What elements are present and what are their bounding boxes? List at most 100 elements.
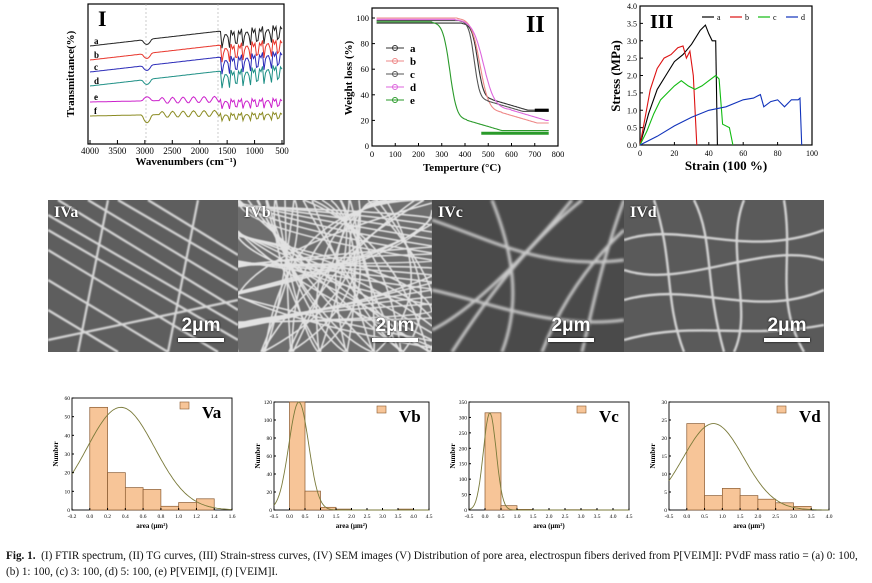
hist-ytick-label: 30 xyxy=(662,400,668,406)
sem-b-fiber xyxy=(262,200,361,352)
stress-curve-a xyxy=(639,24,718,146)
ftir-xtick-label: 2000 xyxy=(191,146,210,156)
ftir-curve-d xyxy=(89,64,283,89)
sem-image-d: IVd 2μm xyxy=(624,200,824,352)
hist-xtick-label: 2.5 xyxy=(562,514,569,520)
sem-label-a: IVa xyxy=(54,204,79,221)
stress-legend-label-a: a xyxy=(717,13,721,22)
hist-xtick-label: 1.0 xyxy=(719,514,726,520)
stress-curve-d xyxy=(639,93,803,146)
tg-curve-b xyxy=(376,17,549,124)
tg-legend-label-d: d xyxy=(410,82,416,94)
hist-ytick-label: 100 xyxy=(459,477,468,483)
hist-bar xyxy=(757,498,777,511)
sem-b-fiber xyxy=(238,216,432,294)
ftir-xtick-label: 500 xyxy=(275,146,289,156)
hist-xtick-label: 1.4 xyxy=(211,514,218,520)
sem-b-fiber xyxy=(238,275,432,329)
stress-xtick-label: 40 xyxy=(705,149,713,158)
tg-legend-label-b: b xyxy=(410,56,416,68)
hist-bar xyxy=(500,505,518,511)
hist-bar xyxy=(686,423,705,511)
hist-xtick-label: -0.5 xyxy=(270,514,279,520)
hist-ytick-label: 50 xyxy=(65,415,71,421)
hist-xtick-label: 3.5 xyxy=(395,514,402,520)
sem-label-d: IVd xyxy=(630,204,657,221)
hist-ytick-label: 0 xyxy=(464,508,467,514)
hist-fit-curve xyxy=(668,423,829,511)
hist-legend-swatch xyxy=(576,405,587,414)
hist-xtick-label: 4.0 xyxy=(826,514,833,520)
hist-bar xyxy=(289,401,306,511)
ftir-xtick-label: 1500 xyxy=(218,146,237,156)
hist-xtick-label: 0.0 xyxy=(286,514,293,520)
stress-ytick-label: 4.0 xyxy=(627,2,637,11)
ftir-curve-b xyxy=(89,38,283,63)
tg-curve-d xyxy=(376,18,549,121)
stress-ytick-label: 0.0 xyxy=(627,141,637,150)
hist-ytick-label: 25 xyxy=(662,418,668,424)
sem-b-fiber xyxy=(348,200,388,352)
sem-image-b: IVb 2μm xyxy=(238,200,432,352)
tg-ylabel: Weight loss (%) xyxy=(343,40,355,115)
hist-xtick-label: 1.5 xyxy=(737,514,744,520)
hist-xtick-label: 4.0 xyxy=(610,514,617,520)
tg-xtick-label: 300 xyxy=(435,149,448,159)
stress-legend-label-d: d xyxy=(801,13,805,22)
tg-legend-marker-c xyxy=(392,71,398,77)
hist-ytick-label: 60 xyxy=(267,454,273,460)
ftir-curve-label-e: e xyxy=(94,92,98,102)
stress-legend-label-c: c xyxy=(773,13,777,22)
ftir-xtick-label: 3000 xyxy=(136,146,155,156)
stress-xtick-label: 100 xyxy=(806,149,818,158)
sem-b-fiber xyxy=(238,296,432,342)
tg-xtick-label: 200 xyxy=(412,149,425,159)
sem-b-fiber xyxy=(330,200,356,352)
hist-xtick-label: 1.0 xyxy=(317,514,324,520)
hist-ytick-label: 15 xyxy=(662,454,668,460)
sem-b-fiber xyxy=(238,209,432,295)
sem-b-fiber xyxy=(316,200,361,352)
sem-fibers-a xyxy=(48,200,238,352)
hist-xtick-label: -0.2 xyxy=(68,514,77,520)
hist-title: Vb xyxy=(399,407,421,426)
hist-xtick-label: 3.5 xyxy=(594,514,601,520)
hist-xtick-label: 3.0 xyxy=(379,514,386,520)
hist-ytick-label: 0 xyxy=(67,508,70,514)
sem-label-b: IVb xyxy=(244,204,271,221)
sem-fibers-b xyxy=(238,200,432,352)
tg-legend-marker-b xyxy=(392,58,398,64)
sem-b-fiber xyxy=(238,232,432,334)
ftir-xtick-label: 2500 xyxy=(163,146,182,156)
hist-xlabel: area (μm²) xyxy=(336,522,368,530)
hist-ylabel: Number xyxy=(254,444,262,469)
ftir-curve-e xyxy=(90,95,283,110)
tg-xtick-label: 700 xyxy=(528,149,541,159)
stress-ytick-label: 2.0 xyxy=(627,72,637,81)
ftir-curve-label-d: d xyxy=(94,76,99,86)
sem-b-fiber xyxy=(260,200,299,352)
stress-chart: III Stress (MPa) Strain (100 %) 0 20 40 60 8… xyxy=(608,2,818,173)
scale-text-b: 2μm xyxy=(375,315,415,336)
sem-b-fiber xyxy=(261,200,425,352)
hist-fit-curve xyxy=(71,406,232,510)
tg-xtick-label: 100 xyxy=(389,149,402,159)
ftir-xtick-label: 1000 xyxy=(246,146,264,156)
hist-ytick-label: 120 xyxy=(264,400,273,406)
hist-ytick-label: 20 xyxy=(65,471,71,477)
hist-ytick-label: 0 xyxy=(664,508,667,514)
tg-xtick-label: 400 xyxy=(459,149,472,159)
hist-bar xyxy=(178,502,197,511)
tg-ytick-label: 80 xyxy=(361,39,370,49)
ftir-xlabel: Wavenumbers (cm⁻¹) xyxy=(135,156,236,168)
hist-ytick-label: 10 xyxy=(662,472,668,478)
hist-xlabel: area (μm²) xyxy=(136,522,168,530)
hist-ytick-label: 0 xyxy=(269,508,272,514)
hist-ylabel: Number xyxy=(449,444,457,469)
sem-b-fiber xyxy=(284,200,292,352)
hist-xtick-label: 1.5 xyxy=(530,514,537,520)
hist-xtick-label: 3.5 xyxy=(808,514,815,520)
hist-legend-swatch xyxy=(179,401,190,410)
sem-b-fiber xyxy=(357,200,401,352)
tg-panel-label: II xyxy=(526,12,545,38)
